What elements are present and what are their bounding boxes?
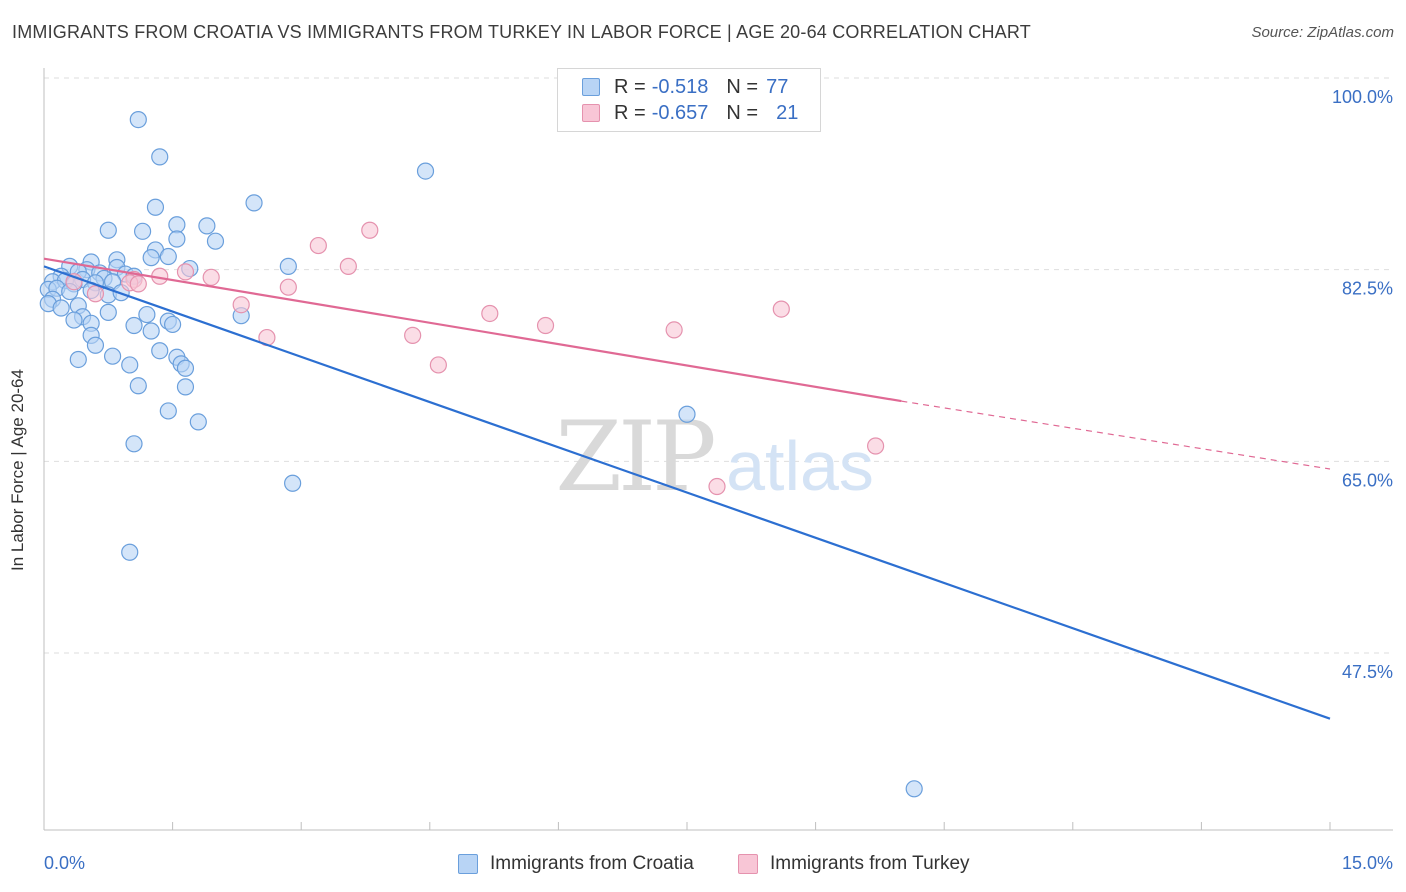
point-croatia-47 — [65, 311, 83, 329]
point-turkey-5 — [202, 268, 220, 286]
bottom-legend-croatia: Immigrants from Croatia — [458, 852, 694, 876]
point-turkey-18 — [404, 326, 422, 344]
point-croatia-6 — [198, 217, 216, 235]
chart-title: IMMIGRANTS FROM CROATIA VS IMMIGRANTS FR… — [12, 22, 1031, 42]
point-croatia-43 — [99, 303, 117, 321]
point-croatia-41 — [52, 299, 70, 317]
point-croatia-0 — [129, 111, 147, 129]
y-tick-label-2: 82.5% — [1342, 279, 1393, 299]
point-turkey-9 — [129, 275, 147, 293]
legend-row-croatia: R = -0.518 N = 77 — [582, 75, 788, 99]
trend-lines — [43, 257, 1331, 720]
point-turkey-15 — [536, 316, 555, 335]
point-croatia-58 — [69, 350, 87, 369]
correlation-legend: R = -0.518 N = 77 R = -0.657 N = 21 — [557, 68, 821, 132]
trend-line-turkey — [43, 257, 902, 403]
point-croatia-44 — [138, 305, 156, 324]
legend-r-value: -0.518 — [651, 75, 709, 98]
point-turkey-1 — [309, 236, 327, 255]
point-croatia-5 — [168, 216, 186, 234]
point-croatia-66 — [189, 413, 207, 431]
point-croatia-13 — [159, 247, 177, 266]
point-croatia-70 — [905, 780, 923, 798]
legend-n-value: 21 — [776, 101, 799, 124]
point-croatia-10 — [206, 232, 225, 250]
axes — [43, 68, 1393, 831]
bottom-legend-swatch-croatia — [458, 854, 478, 874]
watermark-atlas: atlas — [726, 427, 874, 505]
point-croatia-56 — [103, 347, 122, 365]
point-croatia-63 — [176, 378, 195, 396]
point-croatia-3 — [245, 194, 263, 212]
point-croatia-55 — [151, 342, 169, 360]
point-croatia-69 — [121, 543, 139, 561]
point-croatia-8 — [133, 222, 152, 240]
series-turkey-points — [65, 221, 885, 496]
point-croatia-68 — [284, 474, 302, 492]
legend-r-label: R = — [614, 101, 646, 124]
point-croatia-64 — [159, 402, 177, 420]
point-croatia-4 — [146, 198, 165, 216]
point-turkey-13 — [481, 304, 499, 323]
point-turkey-20 — [867, 437, 885, 455]
bottom-legend-turkey: Immigrants from Turkey — [738, 852, 970, 876]
point-croatia-52 — [142, 322, 160, 340]
watermark: ZIP atlas — [555, 401, 874, 513]
series-croatia-points — [39, 111, 923, 798]
point-croatia-61 — [176, 359, 195, 377]
trend-line-croatia — [43, 265, 1331, 720]
y-axis-label: In Labor Force | Age 20-64 — [8, 369, 27, 571]
y-tick-label-0: 47.5% — [1342, 662, 1393, 682]
point-croatia-67 — [125, 435, 143, 453]
point-turkey-10 — [279, 278, 297, 296]
legend-n-value: 77 — [766, 75, 789, 98]
point-croatia-1 — [151, 148, 169, 166]
point-turkey-12 — [232, 296, 250, 314]
point-turkey-16 — [665, 321, 683, 339]
legend-row-turkey: R = -0.657 N = 21 — [582, 101, 798, 125]
x-tick-label-1: 15.0% — [1342, 853, 1393, 873]
point-turkey-21 — [708, 477, 726, 496]
trend-line-turkey-extension — [901, 400, 1331, 470]
point-turkey-19 — [429, 356, 447, 374]
point-turkey-14 — [772, 300, 790, 318]
x-tick-label-0: 0.0% — [44, 853, 85, 873]
legend-n-label: N = — [726, 75, 759, 98]
point-croatia-7 — [99, 221, 117, 239]
bottom-legend-label-turkey: Immigrants from Turkey — [770, 853, 970, 874]
point-croatia-51 — [164, 315, 182, 334]
bottom-legend-swatch-turkey — [738, 854, 758, 874]
legend-swatch-croatia — [582, 78, 600, 96]
point-croatia-9 — [168, 230, 186, 248]
point-croatia-60 — [121, 356, 139, 374]
point-croatia-2 — [416, 162, 435, 180]
grid-lines — [44, 77, 1393, 654]
bottom-legend-label-croatia: Immigrants from Croatia — [490, 853, 694, 874]
point-turkey-0 — [361, 221, 379, 239]
tick-labels: 47.5% 65.0% 82.5% 100.0% 0.0% 15.0% — [44, 87, 1393, 873]
point-croatia-14 — [142, 249, 160, 267]
legend-r-value: -0.657 — [651, 101, 709, 124]
point-turkey-11 — [86, 285, 105, 303]
point-croatia-54 — [86, 336, 105, 354]
legend-r-label: R = — [614, 75, 646, 98]
point-croatia-20 — [279, 257, 297, 275]
y-tick-label-1: 65.0% — [1342, 470, 1393, 490]
point-croatia-50 — [125, 316, 143, 335]
point-croatia-65 — [678, 405, 696, 423]
point-croatia-62 — [129, 377, 147, 395]
legend-swatch-turkey — [582, 104, 600, 122]
legend-n-label: N = — [726, 101, 759, 124]
point-turkey-2 — [339, 257, 357, 275]
y-tick-label-3: 100.0% — [1332, 87, 1393, 107]
point-turkey-3 — [176, 263, 195, 281]
source-label: Source: ZipAtlas.com — [1251, 24, 1394, 41]
